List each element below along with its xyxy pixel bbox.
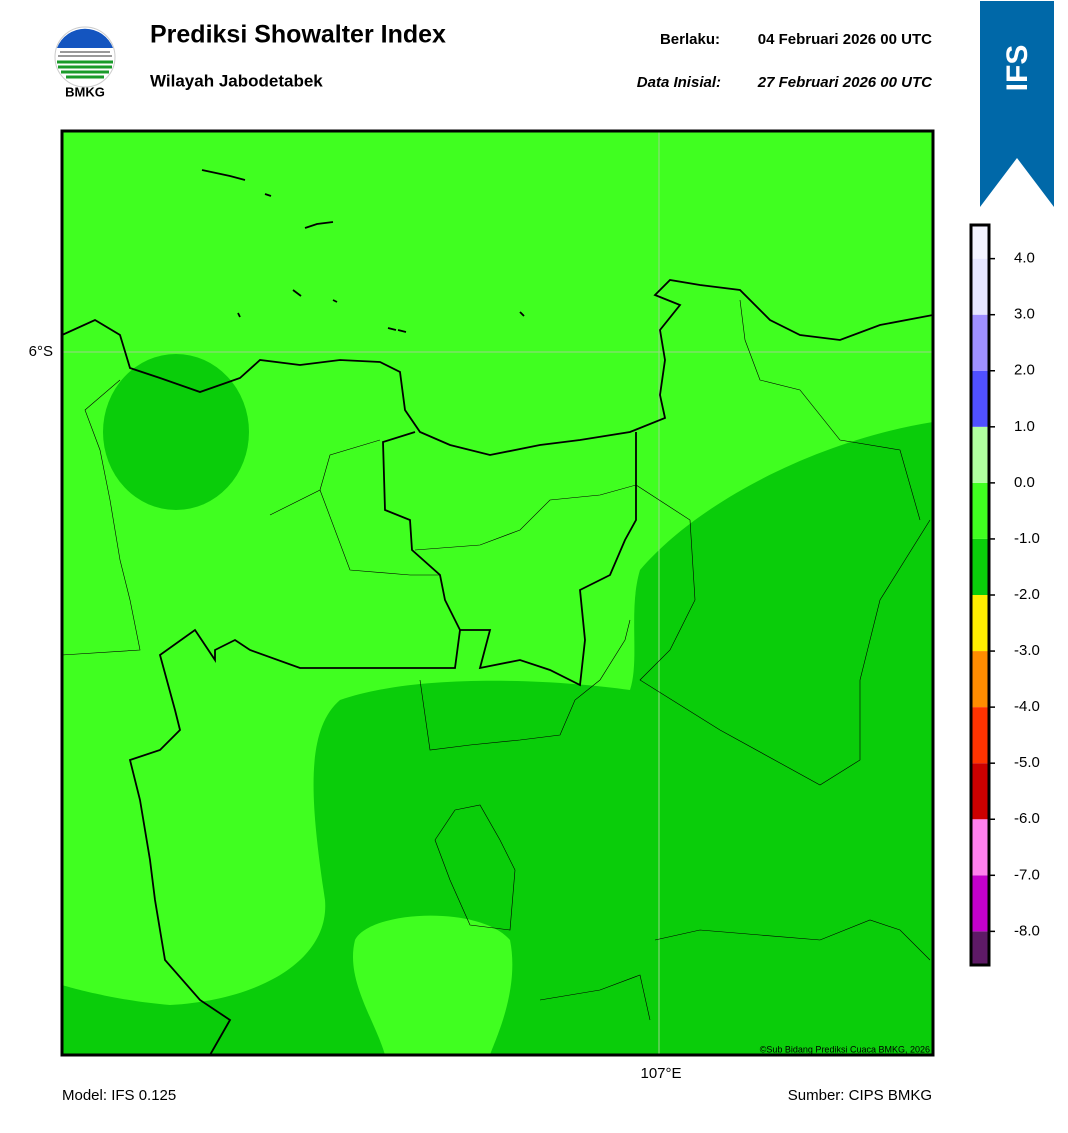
colorbar-bin (971, 258, 989, 315)
title: Prediksi Showalter Index (150, 21, 446, 49)
colorbar-tick-label: 0.0 (1014, 474, 1035, 491)
logo-text: BMKG (65, 84, 105, 99)
colorbar-tick-label: -8.0 (1014, 922, 1040, 939)
colorbar-bin (971, 819, 989, 876)
valid-date: 04 Februari 2026 00 UTC (758, 31, 932, 48)
colorbar-tick-label: 1.0 (1014, 418, 1035, 435)
colorbar-tick-label: -3.0 (1014, 642, 1040, 659)
colorbar-tick-label: 2.0 (1014, 362, 1035, 379)
colorbar-bin (971, 482, 989, 539)
init-label: Data Inisial: (637, 74, 721, 91)
colorbar-tick-label: -7.0 (1014, 866, 1040, 883)
logo: BMKG (54, 26, 116, 99)
colorbar-tick-label: 3.0 (1014, 306, 1035, 323)
colorbar-tick-label: -5.0 (1014, 754, 1040, 771)
colorbar: 4.0 3.0 2.0 1.0 0.0 -1.0 -2.0 -3.0 -4.0 -5.0 -6.0 -… (969, 223, 1040, 967)
field-dark (103, 354, 249, 510)
colorbar-tick-label: -2.0 (1014, 586, 1040, 603)
colorbar-tick-label: 4.0 (1014, 250, 1035, 267)
coastline (62, 169, 933, 456)
colorbar-bin (971, 595, 989, 652)
province-border (128, 431, 637, 1055)
map: 6°S 107°E ©Sub Bidang Prediksi Cuaca BMK… (29, 129, 935, 1082)
colorbar-tick-label: -4.0 (1014, 698, 1040, 715)
lon-label: 107°E (640, 1065, 681, 1082)
field-light (352, 915, 513, 1055)
lat-label: 6°S (29, 343, 53, 360)
colorbar-bin (971, 426, 989, 483)
colorbar-bin (971, 538, 989, 595)
colorbar-bin (971, 314, 989, 371)
badge (980, 1, 1054, 207)
init-date: 27 Februari 2026 00 UTC (757, 74, 933, 91)
colorbar-bin (971, 370, 989, 427)
colorbar-bin (971, 707, 989, 764)
colorbar-bin (971, 875, 989, 932)
regency-border (62, 299, 931, 1021)
valid-label: Berlaku: (660, 31, 720, 48)
colorbar-bin (971, 225, 989, 259)
colorbar-bin (971, 763, 989, 820)
colorbar-bin (971, 651, 989, 708)
footer-source: Sumber: CIPS BMKG (788, 1087, 932, 1104)
copyright: ©Sub Bidang Prediksi Cuaca BMKG, 2026 (760, 1044, 930, 1054)
colorbar-bin (971, 931, 989, 965)
badge-text: IFS (1001, 45, 1034, 92)
field-dark (62, 422, 933, 1055)
map-frame (60, 129, 935, 1057)
colorbar-tick-label: -1.0 (1014, 530, 1040, 547)
footer-model: Model: IFS 0.125 (62, 1087, 176, 1104)
subtitle: Wilayah Jabodetabek (150, 71, 323, 90)
colorbar-tick-label: -6.0 (1014, 810, 1040, 827)
